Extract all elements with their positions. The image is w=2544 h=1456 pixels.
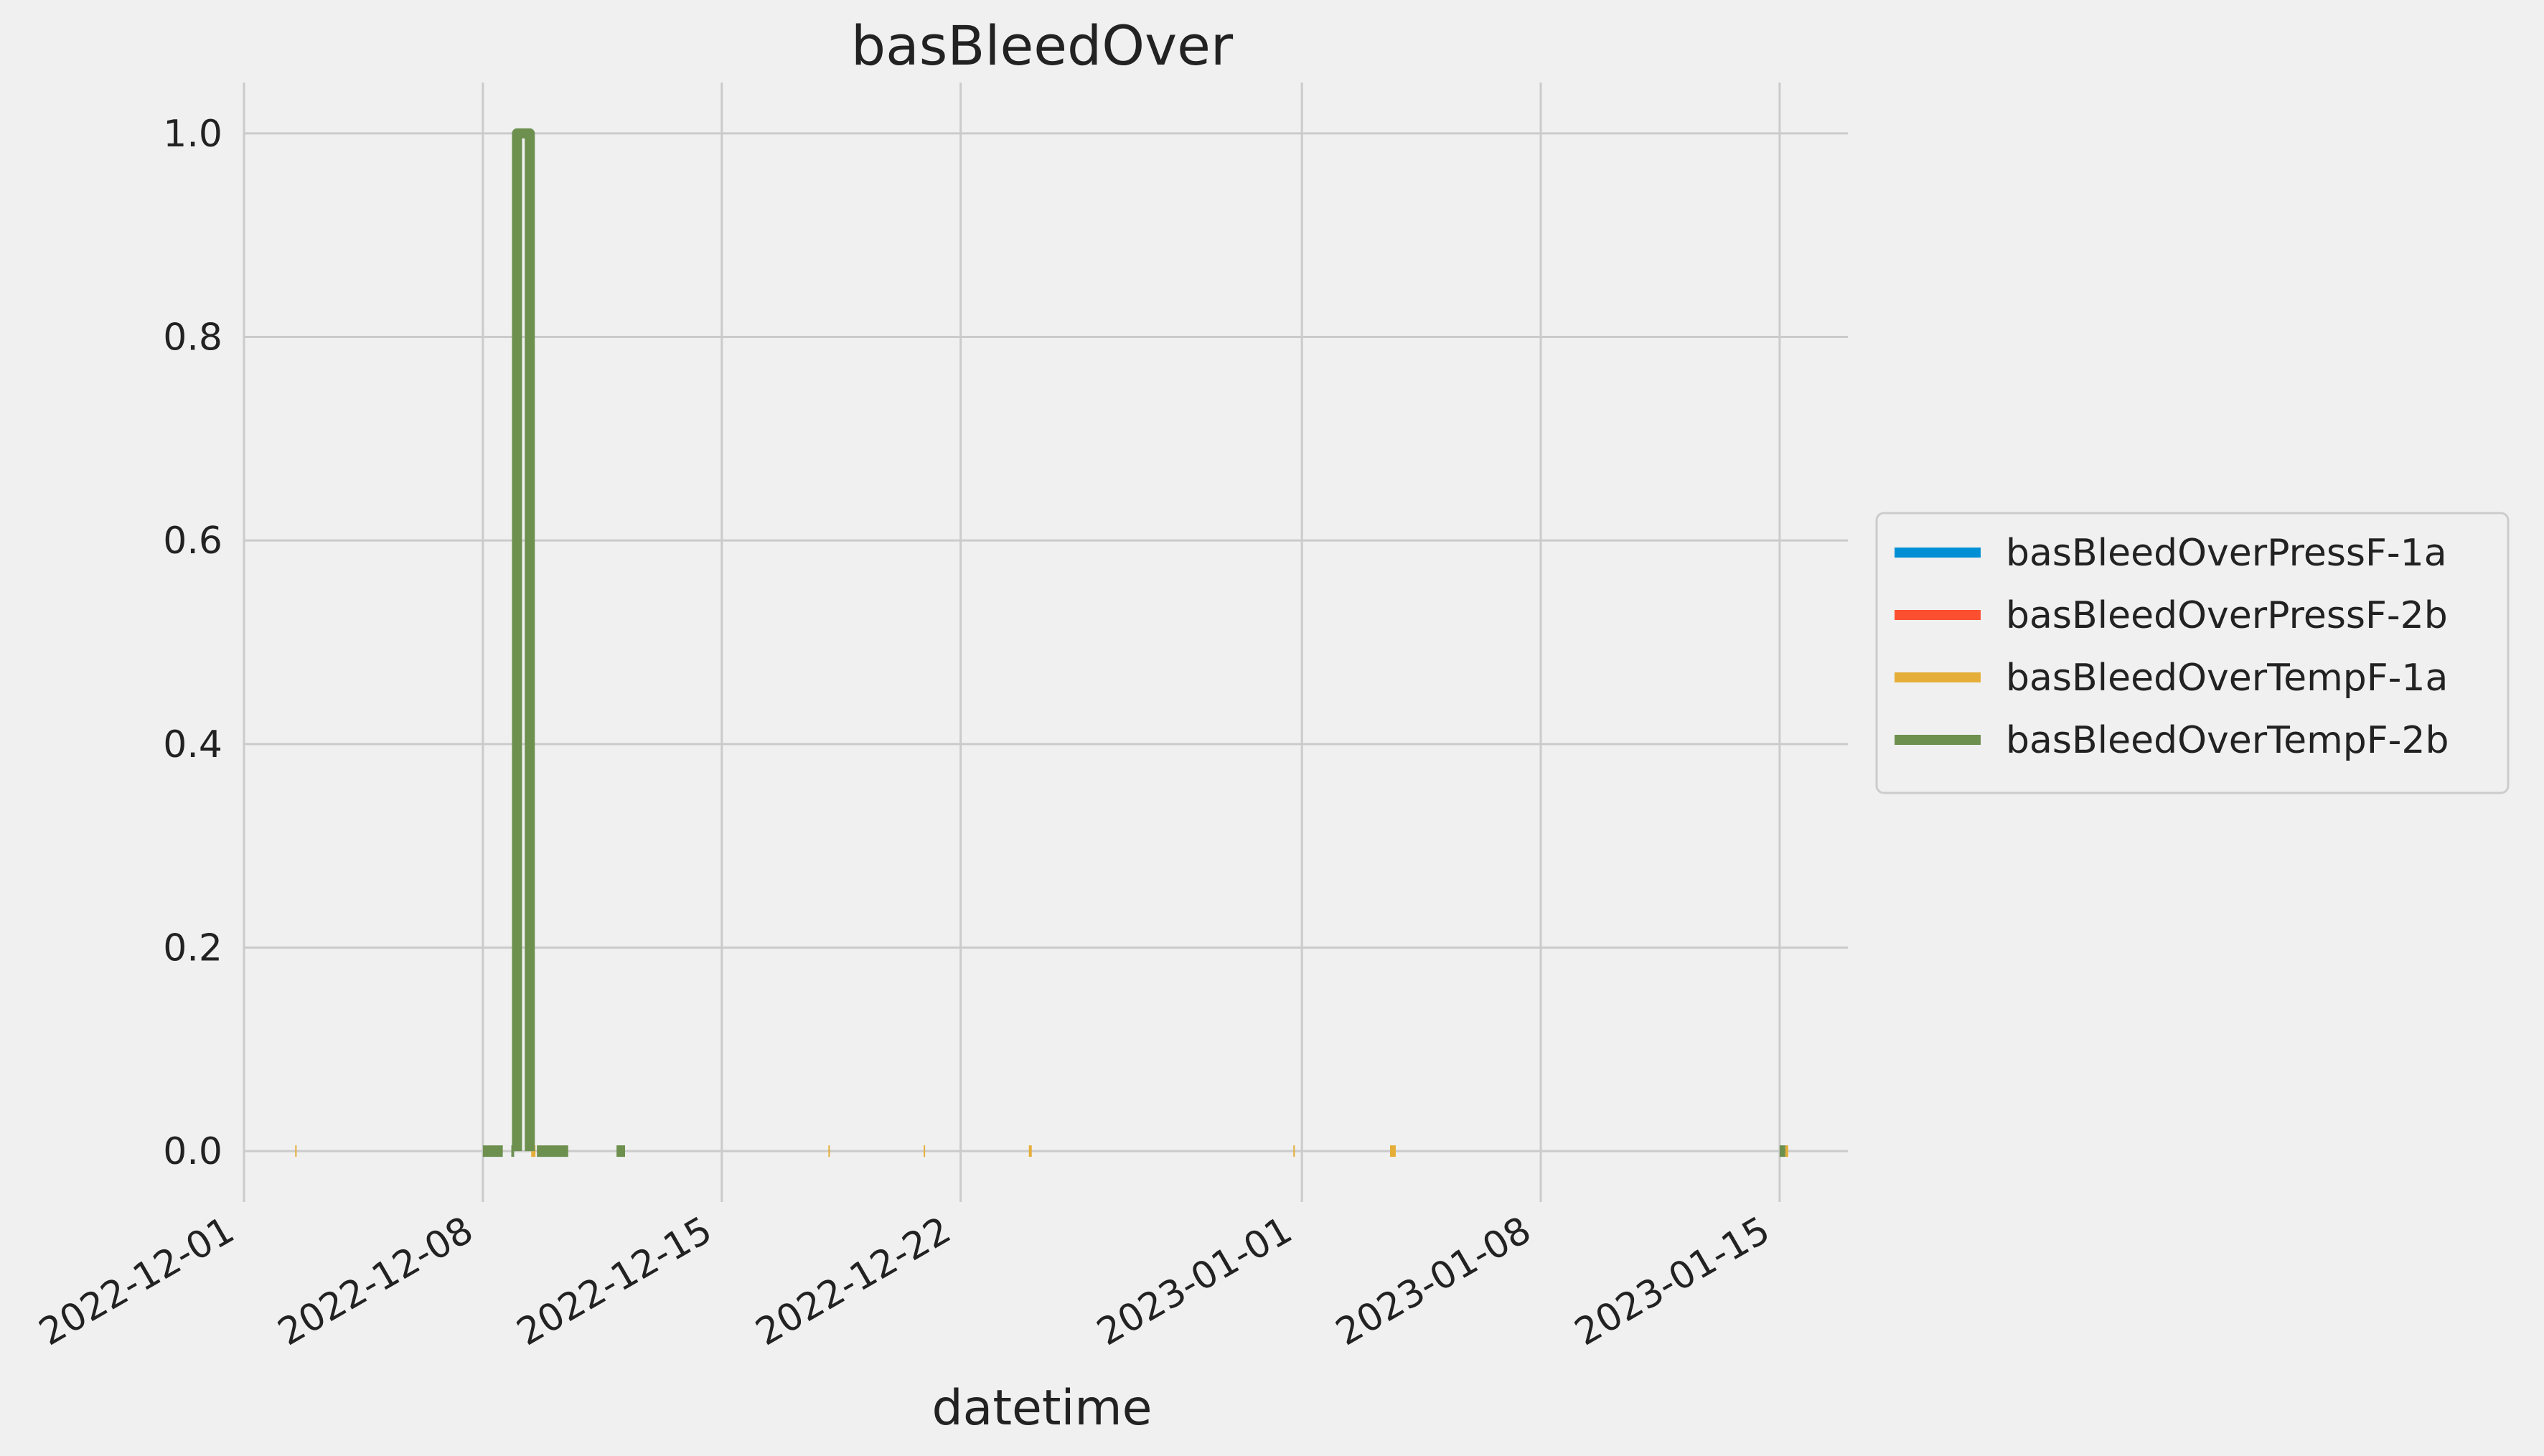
plot-area: [295, 128, 1788, 1157]
legend-label: basBleedOverPressF-1a: [2006, 532, 2447, 575]
legend-box: [1875, 512, 2510, 794]
series-3: [482, 128, 1785, 1157]
y-tick-label: 0.6: [163, 520, 222, 563]
y-axis: 0.0 0.2 0.4 0.6 0.8 1.0: [163, 113, 222, 1173]
y-tick-label: 1.0: [163, 113, 222, 156]
legend-label: basBleedOverTempF-1a: [2006, 657, 2448, 700]
series-line-segment: [512, 128, 535, 1152]
y-tick-label: 0.4: [163, 723, 222, 766]
chart-title: basBleedOver: [851, 14, 1234, 78]
y-tick-label: 0.8: [163, 316, 222, 360]
legend-label: basBleedOverPressF-2b: [2006, 594, 2448, 637]
y-tick-label: 0.0: [163, 1130, 222, 1173]
legend-label: basBleedOverTempF-2b: [2006, 719, 2449, 762]
legend: basBleedOverPressF-1a basBleedOverPressF-…: [1875, 512, 2510, 794]
y-tick-label: 0.2: [163, 926, 222, 969]
x-axis-title: datetime: [932, 1380, 1153, 1437]
grid: [243, 83, 1848, 1202]
